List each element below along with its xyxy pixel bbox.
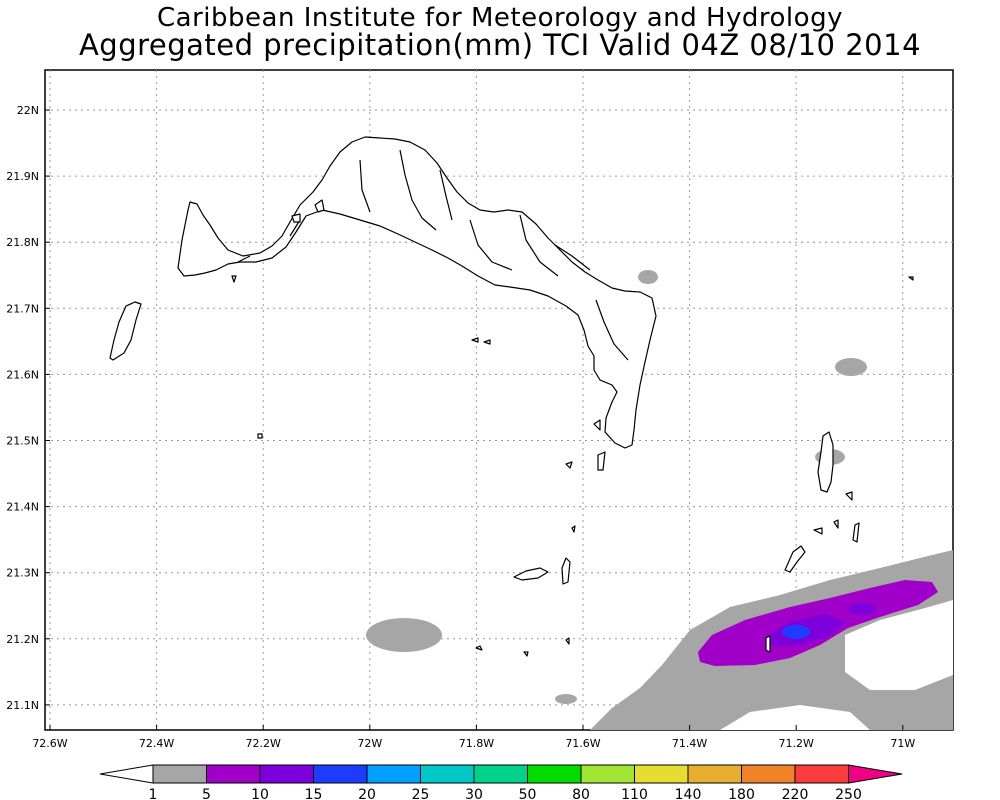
lat-tick-label: 21.4N [6,501,39,514]
cay [471,337,479,343]
cay [597,451,606,471]
lat-tick-label: 21.5N [6,435,39,448]
dry-gap [720,705,870,730]
colorbar-swatch [473,764,528,784]
colorbar-label: 180 [728,787,755,800]
lon-tick-label: 71.6W [565,737,600,750]
lat-tick-label: 21.7N [6,302,39,315]
lon-tick-label: 71.2W [779,737,814,750]
lat-tick-label: 21.6N [6,368,39,381]
colorbar-swatch [634,764,689,784]
precip-cell [835,358,867,376]
cay [483,339,491,345]
precip-cell [848,603,876,615]
colorbar-label: 15 [305,787,323,800]
latitude-axis: 22N 21.9N 21.8N 21.7N 21.6N 21.5N 21.4N 21.3N 21… [6,104,50,712]
lon-tick-label: 72W [357,737,382,750]
island-salt-cay [784,545,806,573]
colorbar-label: 110 [621,787,648,800]
colorbar-swatch [687,764,742,784]
lat-tick-label: 21.3N [6,567,39,580]
colorbar-label: 30 [465,787,483,800]
colorbar-arrow-high [848,764,903,784]
colorbar-swatch [259,764,314,784]
colorbar-label: 250 [835,787,862,800]
lat-tick-label: 21.2N [6,633,39,646]
colorbar-swatch [794,764,849,784]
graticule [45,70,953,730]
colorbar-arrow-low [99,764,154,784]
colorbar-swatch [420,764,475,784]
cay [571,525,576,533]
island-west-caicos [109,301,142,361]
colorbar: 1 5 10 15 20 25 30 50 80 110 140 180 220 250 [99,764,903,800]
cay [565,461,573,469]
lat-tick-label: 22N [17,104,39,117]
lon-tick-label: 72.6W [32,737,67,750]
colorbar-swatch [313,764,368,784]
island-inner-lines [237,149,629,361]
colorbar-label: 140 [675,787,702,800]
island-ambergris-cay [513,567,549,581]
precip-cell [366,618,442,652]
precipitation-layer [366,270,953,730]
lat-tick-label: 21.1N [6,699,39,712]
colorbar-label: 80 [572,787,590,800]
island-grand-turk [817,431,834,493]
cay [813,527,823,535]
colorbar-swatch [527,764,582,784]
colorbar-swatch [366,764,421,784]
cay [852,522,860,543]
colorbar-label: 50 [519,787,537,800]
precip-cell [555,694,577,704]
colorbar-label: 25 [412,787,430,800]
lon-tick-label: 71W [890,737,915,750]
colorbar-swatch [580,764,635,784]
colorbar-label: 20 [358,787,376,800]
cay [231,275,237,283]
dry-gap [845,600,953,690]
lon-tick-label: 72.4W [139,737,174,750]
colorbar-label: 10 [251,787,269,800]
cay [257,433,263,439]
longitude-axis: 72.6W 72.4W 72.2W 72W 71.8W 71.6W 71.4W 71.2W 71… [32,725,915,750]
colorbar-swatch [206,764,261,784]
cay [833,519,839,529]
colorbar-label: 1 [149,787,158,800]
cay [593,419,601,431]
precip-cell [638,270,658,284]
colorbar-label: 5 [202,787,211,800]
title-line-2: Aggregated precipitation(mm) TCI Valid 0… [78,28,922,62]
precip-cell [782,625,810,639]
cay [561,557,571,585]
title-line-1: Caribbean Institute for Meteorology and … [157,3,843,33]
cay [523,651,529,657]
lon-tick-label: 72.2W [246,737,281,750]
cay [475,645,483,651]
cay [908,276,914,281]
cay [565,637,570,645]
colorbar-swatch [741,764,796,784]
cay [845,491,853,501]
cay [291,213,301,223]
colorbar-swatch [152,764,207,784]
colorbar-label: 220 [782,787,809,800]
coastline-layer [109,136,914,657]
lat-tick-label: 21.9N [6,170,39,183]
lon-tick-label: 71.8W [459,737,494,750]
lon-tick-label: 71.4W [672,737,707,750]
cay [765,635,771,653]
cay [314,199,325,213]
lat-tick-label: 21.8N [6,236,39,249]
